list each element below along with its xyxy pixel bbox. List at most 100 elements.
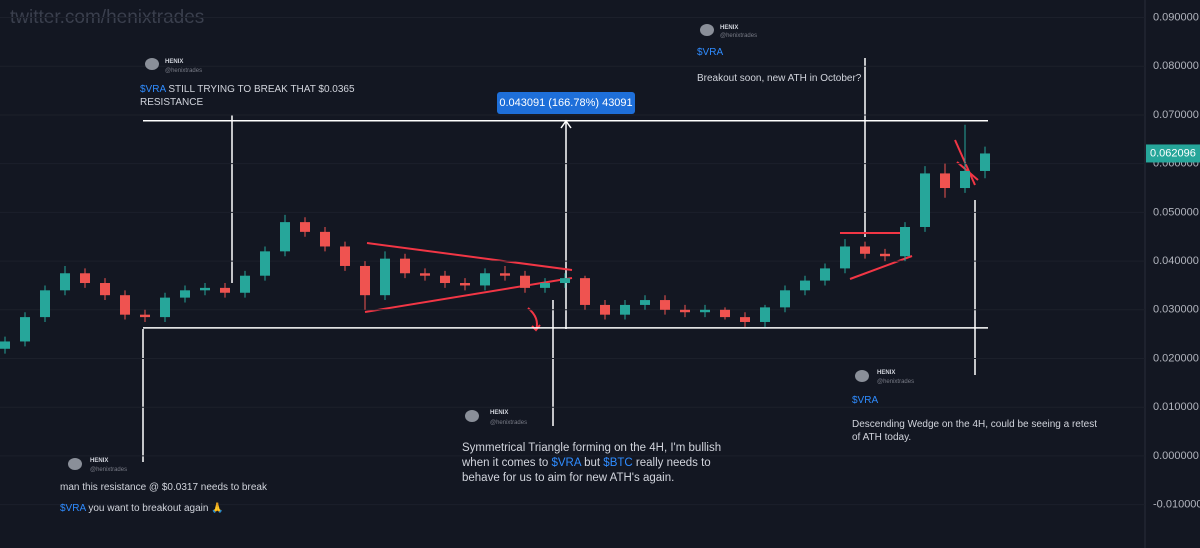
ticker: $VRA [551,457,581,469]
candle-body [740,317,750,322]
candle-body [900,226,910,257]
avatar [465,410,479,422]
candle-body [880,253,890,257]
ticker: $VRA [60,503,86,514]
candle-body [180,290,190,298]
candle-body [400,258,410,274]
candle-body [720,309,730,318]
candle-body [320,231,330,247]
candle-body [200,287,210,291]
text: Symmetrical Triangle forming on the 4H, … [462,442,722,469]
candle-body [300,222,310,232]
tweet-handle: @henixtrades [877,379,915,385]
y-tick-label: 0.010000 [1153,401,1199,413]
candle-body [220,287,230,293]
trend-lines [364,139,979,332]
tweet-name: HENIX [90,458,109,464]
tweet-handle: @henixtrades [165,68,203,74]
y-tick-label: 0.050000 [1153,206,1199,218]
candle-body [640,300,650,305]
tweet-name: HENIX [490,410,509,416]
candle-body [980,153,990,171]
candle-body [480,273,490,286]
tweet-text: Symmetrical Triangle forming on the 4H, … [462,441,724,486]
tweet-text: Breakout soon, new ATH in October? [697,73,862,84]
y-tick-label: 0.090000 [1153,11,1199,23]
avatar [68,458,82,470]
candle-body [580,278,590,305]
tweet-name: HENIX [165,59,184,65]
y-tick-label: 0.030000 [1153,304,1199,316]
tweet-text: Descending Wedge on the 4H, could be see… [852,419,1097,443]
text: STILL TRYING TO BREAK THAT $0.0365 RESIS… [140,84,355,108]
ticker: $VRA [852,395,879,406]
text: really needs to behave for us to aim for… [462,457,711,484]
candle-body [600,304,610,315]
tweet-text: $VRA you want to breakout again 🙏 [60,502,224,515]
candles [0,124,990,354]
price-tag-label: 0.062096 [1150,147,1196,159]
tweet-handle: @henixtrades [720,33,758,39]
y-tick-label: -0.010000 [1153,499,1200,511]
candle-body [680,309,690,313]
avatar [145,58,159,70]
text: but [580,457,604,469]
candle-body [380,258,390,296]
candle-body [960,170,970,189]
tweet-name: HENIX [720,25,739,31]
y-tick-label: 0.000000 [1153,450,1199,462]
candle-body [120,295,130,315]
candle-body [540,283,550,288]
ticker: $VRA [697,47,724,58]
y-tick-label: 0.070000 [1153,109,1199,121]
price-tag [1146,144,1200,163]
candle-body [520,275,530,288]
candle-body [800,280,810,291]
avatar [700,24,714,36]
ticker: $BTC [603,457,633,469]
candle-body [280,222,290,252]
candle-body [460,283,470,286]
candle-body [660,300,670,310]
candle-body [760,307,770,322]
candle-body [60,273,70,291]
candle-body [360,265,370,296]
ticker: $VRA [140,84,166,95]
candle-body [80,273,90,284]
tweet-text: man this resistance @ $0.0317 needs to b… [60,482,267,493]
candle-body [40,290,50,318]
candle-body [500,273,510,276]
candle-body [820,268,830,281]
candle-body [780,290,790,308]
candle-body [0,341,10,349]
tweet-name: HENIX [877,370,896,376]
candle-body [160,297,170,318]
candle-body [940,173,950,189]
measure-box [497,92,635,114]
measure-label: 0.043091 (166.78%) 43091 [499,97,632,109]
text: you want to breakout again 🙏 [85,503,224,514]
tweet-handle: @henixtrades [90,467,128,473]
tweet-text: $VRA STILL TRYING TO BREAK THAT $0.0365 … [140,83,370,109]
candle-body [620,304,630,315]
candle-body [560,278,570,284]
candle-body [340,246,350,266]
y-tick-label: 0.080000 [1153,60,1199,72]
tweet-handle: @henixtrades [490,420,528,426]
y-tick-label: 0.040000 [1153,255,1199,267]
candle-body [20,317,30,342]
candle-body [260,251,270,276]
candle-body [420,273,430,276]
avatar [855,370,869,382]
candle-body [100,283,110,296]
connectors [142,58,976,462]
candle-body [440,275,450,284]
candle-body [860,246,870,254]
candle-body [140,314,150,318]
y-tick-label: 0.020000 [1153,352,1199,364]
candle-body [840,246,850,269]
candle-body [240,275,250,293]
candle-body [920,173,930,227]
